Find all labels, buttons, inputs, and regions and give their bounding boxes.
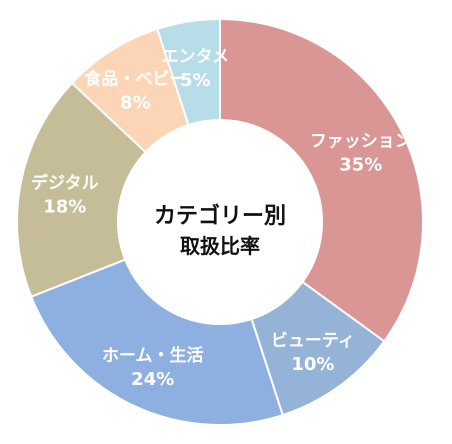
slice-value-label: 10% <box>291 354 334 375</box>
center-title-line2: 取扱比率 <box>180 234 260 258</box>
slice-value-label: 24% <box>131 369 174 390</box>
slices-layer <box>16 17 424 426</box>
slice-value-label: 5% <box>180 70 211 91</box>
slice-value-label: 35% <box>339 154 382 175</box>
donut-slice <box>219 17 424 343</box>
slice-category-label: ファッション <box>310 131 412 151</box>
donut-slice <box>16 81 148 299</box>
center-title-group: カテゴリー別 取扱比率 <box>154 203 286 258</box>
slice-value-label: 8% <box>120 93 151 114</box>
donut-slice <box>156 17 221 127</box>
labels-layer: ファッション 35% ビューティ 10% ホーム・生活 24% デジタル 18% 食品・ベビー 8… <box>31 47 412 390</box>
slice-category-label: ビューティ <box>271 331 355 351</box>
slice-value-label: 18% <box>43 196 86 217</box>
slice-category-label: ホーム・生活 <box>102 345 204 366</box>
slice-category-label: エンタメ <box>162 47 230 67</box>
donut-slice <box>29 258 284 426</box>
slice-category-label: 食品・ベビー <box>84 69 186 90</box>
slice-category-label: デジタル <box>31 172 99 193</box>
center-title-line1: カテゴリー別 <box>154 203 286 229</box>
